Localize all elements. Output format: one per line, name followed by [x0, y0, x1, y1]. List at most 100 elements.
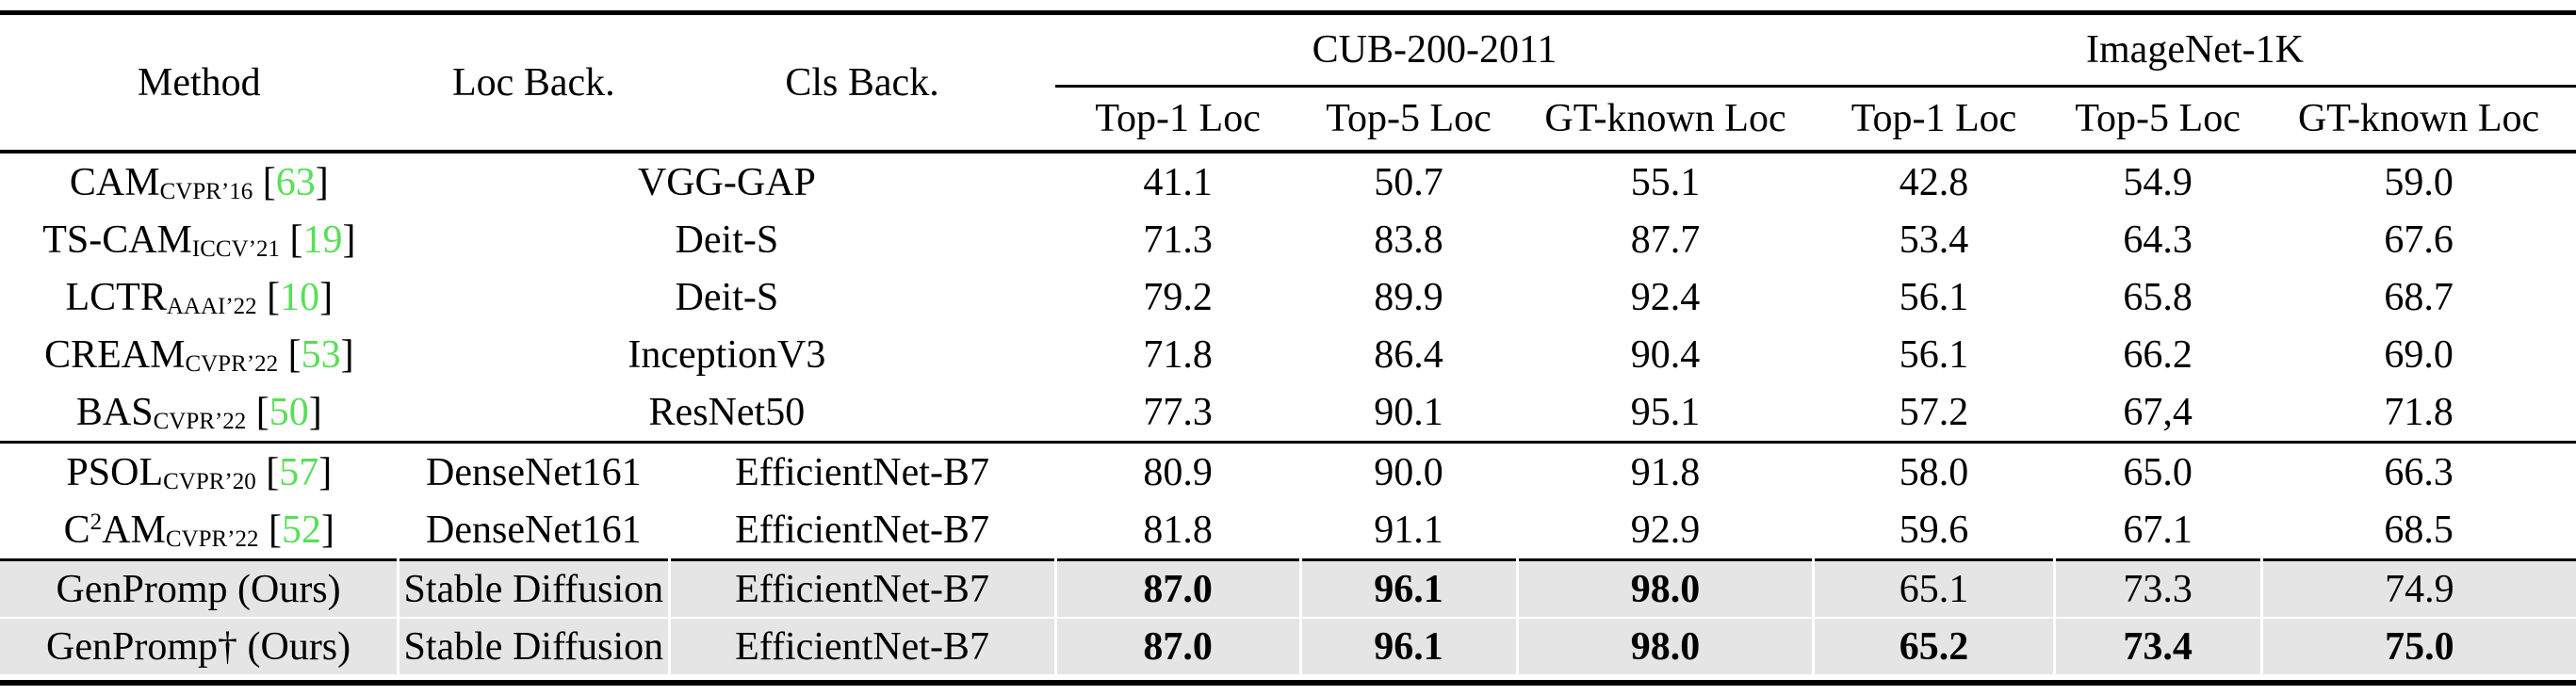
- venue-subscript: ICCV’21: [191, 235, 280, 262]
- cls-backbone-cell: EfficientNet-B7: [667, 618, 1056, 674]
- cls-backbone-cell: EfficientNet-B7: [735, 508, 989, 552]
- table-row: PSOLCVPR’20 [57] DenseNet161 EfficientNet-…: [0, 443, 2576, 502]
- metric-value-cell: 77.3: [1143, 390, 1213, 434]
- metric-value-cell: 79.2: [1143, 275, 1213, 319]
- method-cell: C2AMCVPR’22 [52]: [0, 501, 399, 560]
- metric-value-cell: 90.0: [1374, 450, 1443, 494]
- table-row: CAMCVPR’16 [63] VGG-GAP 41.1 50.7 55.1 42.8 54…: [0, 152, 2576, 211]
- citation-link[interactable]: 53: [301, 332, 341, 377]
- metric-value-cell: 71.3: [1143, 218, 1213, 262]
- metric-value-cell: 95.1: [1630, 390, 1701, 434]
- citation-link[interactable]: 19: [302, 218, 343, 262]
- table-row: TS-CAMICCV’21 [19] Deit-S 71.3 83.8 87.7 53.4…: [0, 211, 2576, 268]
- citation-bracket: [: [267, 275, 281, 319]
- method-cell: GenPromp† (Ours): [0, 618, 399, 674]
- metric-value-cell: 71.8: [1143, 332, 1213, 377]
- metric-value-cell: 69.0: [2384, 332, 2454, 377]
- table-row: CREAMCVPR’22 [53] InceptionV3 71.8 86.4 90.4…: [0, 326, 2576, 383]
- table-row: BASCVPR’22 [50] ResNet50 77.3 90.1 95.1 57.2 6…: [0, 383, 2576, 443]
- metric-value-cell: 64.3: [2123, 218, 2193, 262]
- method-name: CAM: [69, 160, 160, 204]
- citation-link[interactable]: 63: [275, 160, 316, 204]
- table-row: C2AMCVPR’22 [52] DenseNet161 EfficientNet-…: [0, 501, 2576, 560]
- method-cell: LCTRAAAI’22 [10]: [0, 268, 399, 326]
- citation-bracket: [: [255, 390, 269, 434]
- method-cell: CAMCVPR’16 [63]: [0, 152, 399, 211]
- metric-value-cell: 56.1: [1899, 332, 1969, 377]
- method-cell: BASCVPR’22 [50]: [0, 383, 399, 443]
- cls-backbone-cell: EfficientNet-B7: [735, 450, 989, 494]
- metric-value-cell: 80.9: [1143, 450, 1213, 494]
- metric-value-cell: 87.0: [1053, 559, 1301, 618]
- citation-bracket: ]: [308, 390, 322, 434]
- metric-value-cell: 90.4: [1630, 332, 1701, 377]
- column-header-loc-back: Loc Back.: [452, 60, 615, 105]
- method-cell: PSOLCVPR’20 [57]: [0, 443, 399, 502]
- backbone-span-cell: InceptionV3: [628, 332, 826, 377]
- venue-subscript: CVPR’16: [159, 178, 253, 204]
- metric-column-header-cub-top1: Top-1 Loc: [1095, 97, 1261, 140]
- citation-link[interactable]: 10: [280, 275, 320, 319]
- metric-value-cell: 98.0: [1515, 618, 1814, 674]
- header-row-metrics: Top-1 Loc Top-5 Loc GT-known Loc Top-1 L…: [0, 87, 2576, 152]
- citation-link[interactable]: 50: [269, 390, 309, 434]
- column-header-cls-back: Cls Back.: [785, 60, 939, 105]
- venue-subscript: CVPR’20: [163, 468, 256, 494]
- metric-value-cell: 67,4: [2123, 390, 2193, 434]
- method-name: C2AM: [63, 508, 166, 552]
- table-row: GenPromp† (Ours) Stable Diffusion Efficien…: [0, 618, 2576, 674]
- metric-value-cell: 71.8: [2384, 390, 2454, 434]
- citation-link[interactable]: 52: [282, 508, 321, 552]
- metric-value-cell: 68.7: [2384, 275, 2454, 319]
- method-name: GenPromp† (Ours): [46, 624, 351, 669]
- loc-backbone-cell: Stable Diffusion: [397, 559, 669, 618]
- citation-link[interactable]: 57: [279, 450, 319, 494]
- backbone-span-cell: VGG-GAP: [637, 160, 816, 204]
- citation-bracket: ]: [315, 160, 329, 204]
- metric-value-cell: 65.1: [1812, 559, 2055, 618]
- header-row-datasets: Method Loc Back. Cls Back. CUB-200-2011 …: [0, 12, 2576, 105]
- method-name: PSOL: [66, 450, 164, 494]
- backbone-span-cell: Deit-S: [675, 218, 779, 262]
- metric-value-cell: 73.4: [2052, 618, 2262, 674]
- metric-value-cell: 42.8: [1899, 160, 1969, 204]
- metric-value-cell: 59.0: [2384, 160, 2454, 204]
- metric-value-cell: 68.5: [2384, 508, 2454, 552]
- metric-column-header-in-gtknown: GT-known Loc: [2297, 97, 2540, 140]
- metric-value-cell: 90.1: [1374, 390, 1443, 434]
- metric-value-cell: 56.1: [1899, 275, 1969, 319]
- metric-value-cell: 67.6: [2384, 218, 2454, 262]
- metric-value-cell: 65.2: [1812, 618, 2055, 674]
- backbone-span-cell: Deit-S: [675, 275, 779, 319]
- citation-bracket: ]: [318, 450, 333, 494]
- metric-value-cell: 67.1: [2123, 508, 2193, 552]
- metric-value-cell: 65.0: [2123, 450, 2193, 494]
- metric-column-header-cub-gtknown: GT-known Loc: [1544, 97, 1786, 140]
- method-cell: TS-CAMICCV’21 [19]: [0, 211, 399, 268]
- cls-backbone-cell: EfficientNet-B7: [667, 559, 1056, 618]
- backbone-span-cell: ResNet50: [648, 390, 806, 434]
- metric-value-cell: 91.8: [1630, 450, 1701, 494]
- citation-bracket: [: [287, 332, 302, 377]
- citation-bracket: [: [289, 218, 303, 262]
- metric-value-cell: 53.4: [1899, 218, 1969, 262]
- column-header-method: Method: [138, 60, 261, 105]
- venue-subscript: AAAI’22: [166, 293, 257, 319]
- metric-value-cell: 65.8: [2123, 275, 2193, 319]
- metric-value-cell: 74.9: [2259, 559, 2576, 618]
- dataset-group-header-cub: CUB-200-2011: [1055, 12, 1814, 88]
- metric-value-cell: 98.0: [1515, 559, 1814, 618]
- metric-value-cell: 92.4: [1630, 275, 1701, 319]
- metric-value-cell: 57.2: [1899, 390, 1969, 434]
- citation-bracket: ]: [340, 332, 354, 377]
- citation-bracket: [: [269, 508, 282, 552]
- metric-value-cell: 96.1: [1298, 618, 1518, 674]
- table-row: GenPromp (Ours) Stable Diffusion Efficient…: [0, 559, 2576, 618]
- metric-value-cell: 86.4: [1374, 332, 1443, 377]
- dataset-group-header-imagenet: ImageNet-1K: [1813, 12, 2576, 88]
- method-name: LCTR: [65, 275, 167, 319]
- metric-value-cell: 92.9: [1630, 508, 1701, 552]
- metric-value-cell: 83.8: [1374, 218, 1443, 262]
- metric-column-header-in-top5: Top-5 Loc: [2075, 97, 2241, 140]
